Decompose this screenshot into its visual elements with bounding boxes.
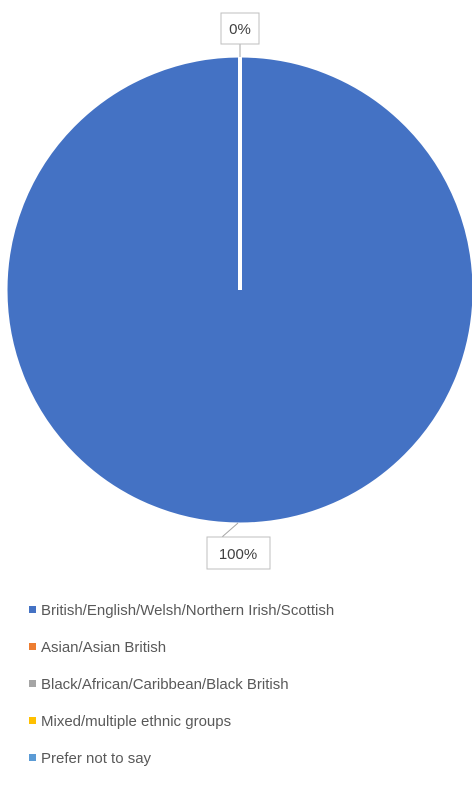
data-label-hundred-text: 100% — [219, 546, 257, 563]
legend-label: Mixed/multiple ethnic groups — [41, 713, 231, 730]
leader-line-hundred — [221, 522, 239, 538]
pie-slices — [6, 56, 472, 524]
data-label-zero-text: 0% — [229, 21, 251, 38]
legend-swatch — [29, 680, 36, 687]
legend-label: Prefer not to say — [41, 750, 152, 767]
legend-item: Asian/Asian British — [29, 639, 166, 656]
legend-item: Prefer not to say — [29, 750, 152, 767]
legend: British/English/Welsh/Northern Irish/Sco… — [29, 602, 334, 767]
legend-swatch — [29, 717, 36, 724]
legend-swatch — [29, 754, 36, 761]
legend-item: British/English/Welsh/Northern Irish/Sco… — [29, 602, 334, 619]
legend-label: British/English/Welsh/Northern Irish/Sco… — [41, 602, 334, 619]
data-label-zero: 0% — [220, 12, 260, 45]
legend-label: Black/African/Caribbean/Black British — [41, 676, 289, 693]
legend-swatch — [29, 606, 36, 613]
legend-item: Black/African/Caribbean/Black British — [29, 676, 289, 693]
data-label-hundred: 100% — [206, 536, 271, 570]
legend-item: Mixed/multiple ethnic groups — [29, 713, 231, 730]
legend-swatch — [29, 643, 36, 650]
legend-label: Asian/Asian British — [41, 639, 166, 656]
